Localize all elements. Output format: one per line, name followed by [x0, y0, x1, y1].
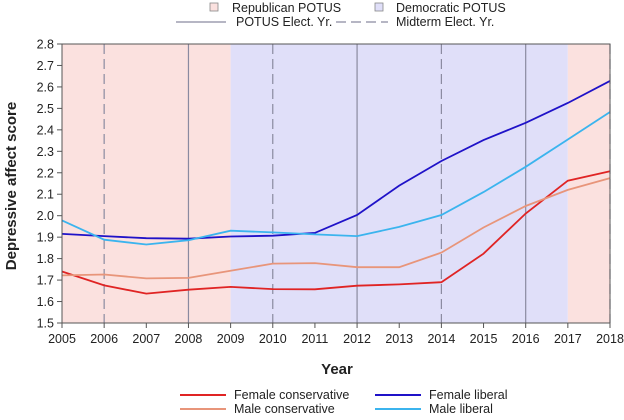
x-tick-label: 2006 — [90, 332, 118, 346]
x-tick-label: 2007 — [132, 332, 160, 346]
republican-swatch — [209, 2, 219, 12]
legend-republican-potus: Republican POTUS — [232, 1, 341, 15]
y-tick-label: 1.7 — [37, 274, 54, 288]
plot-frame — [61, 43, 611, 324]
series-line-female-liberal — [61, 80, 611, 240]
y-tick-label: 2.7 — [37, 59, 54, 73]
x-tick-label: 2012 — [343, 332, 371, 346]
y-tick-label: 2.5 — [37, 102, 54, 116]
series-line-male-liberal — [61, 111, 611, 246]
legend-label-male-liberal: Male liberal — [429, 402, 493, 416]
y-tick-label: 1.9 — [37, 231, 54, 245]
x-tick-label: 2017 — [554, 332, 582, 346]
y-tick-label: 1.8 — [37, 252, 54, 266]
series-lines — [61, 80, 611, 295]
x-tick-label: 2005 — [48, 332, 76, 346]
x-axis: 2005 2006 2007 2008 2009 2010 2011 2012 2013 2014… — [48, 323, 624, 346]
x-tick-label: 2010 — [259, 332, 287, 346]
x-axis-title: Year — [321, 361, 353, 378]
potus-shade-0 — [62, 44, 231, 323]
legend-label-male-conservative: Male conservative — [234, 402, 335, 416]
y-tick-label: 2.2 — [37, 166, 54, 180]
top-legend: Republican POTUS Democratic POTUS POTUS … — [176, 1, 506, 29]
y-tick-label: 2.1 — [37, 188, 54, 202]
y-tick-label: 2.0 — [37, 209, 54, 223]
x-tick-label: 2014 — [427, 332, 455, 346]
x-tick-label: 2011 — [301, 332, 328, 346]
y-tick-label: 2.6 — [37, 80, 54, 94]
y-tick-label: 1.5 — [37, 317, 54, 331]
legend-label-female-liberal: Female liberal — [429, 388, 508, 402]
legend-label-female-conservative: Female conservative — [234, 388, 349, 402]
y-tick-label: 2.3 — [37, 145, 54, 159]
y-tick-label: 2.4 — [37, 123, 54, 137]
x-tick-label: 2009 — [217, 332, 245, 346]
potus-shading — [62, 44, 610, 323]
y-tick-label: 2.8 — [37, 38, 54, 52]
series-line-male-conservative — [61, 177, 611, 280]
y-axis-title: Depressive affect score — [3, 102, 20, 270]
democratic-swatch — [374, 2, 384, 12]
bottom-legend: Female conservative Female liberal Male co… — [180, 388, 508, 416]
x-tick-label: 2008 — [175, 332, 203, 346]
y-tick-label: 1.6 — [37, 295, 54, 309]
legend-democratic-potus: Democratic POTUS — [396, 1, 506, 15]
x-tick-label: 2018 — [596, 332, 624, 346]
series-line-female-conservative — [61, 170, 611, 295]
y-axis: 1.5 1.6 1.7 1.8 1.9 2.0 2.1 2.2 2.3 2.4 2.5 2.6 2.7 2… — [37, 38, 62, 331]
x-tick-label: 2015 — [470, 332, 498, 346]
x-tick-label: 2013 — [385, 332, 413, 346]
x-tick-label: 2016 — [512, 332, 540, 346]
legend-potus-elect-yr: POTUS Elect. Yr. — [236, 15, 332, 29]
potus-shade-1 — [230, 44, 568, 323]
legend-midterm-elect-yr: Midterm Elect. Yr. — [396, 15, 494, 29]
